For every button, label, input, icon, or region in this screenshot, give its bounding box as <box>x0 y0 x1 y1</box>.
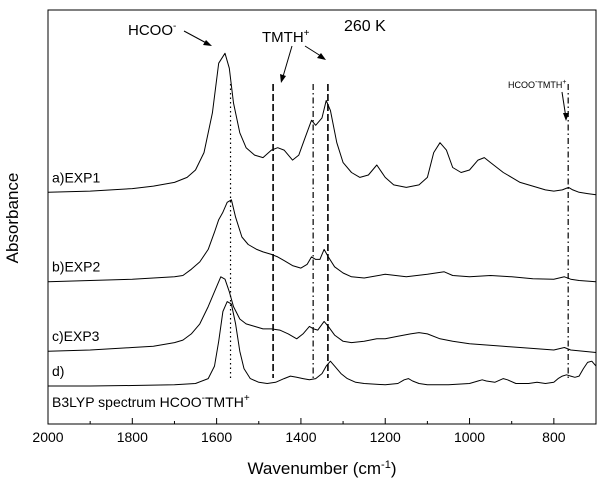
annotation-tmth-main: TMTH <box>262 29 304 46</box>
trace-labels: a)EXP1 b)EXP2 c)EXP3 d) <box>52 169 100 379</box>
trace-label-2: b)EXP2 <box>52 259 100 275</box>
annotation-complex-arrowhead <box>563 113 569 121</box>
annotation-hcoo-sup: - <box>173 21 176 32</box>
b3lyp-label: B3LYP spectrum HCOO-TMTH+ <box>52 393 250 410</box>
annotation-complex-main: HCOO <box>508 80 535 90</box>
x-tick-label: 1800 <box>117 429 148 445</box>
spectrum-line-3 <box>47 276 597 353</box>
b3lyp-label-sup1: - <box>202 393 205 404</box>
annotation-hcoo-main: HCOO <box>128 22 173 39</box>
vertical-guides <box>229 84 569 378</box>
x-axis-title-sup: -1 <box>381 459 391 471</box>
trace-label-3: c)EXP3 <box>52 328 100 344</box>
temperature-label: 260 K <box>344 18 386 35</box>
annotation-hcoo: HCOO- <box>128 21 212 46</box>
x-axis-title-end: ) <box>391 459 397 478</box>
spectrum-line-2 <box>47 199 597 283</box>
x-tick-label: 1600 <box>201 429 232 445</box>
x-tick-label: 1200 <box>370 429 401 445</box>
x-axis-title-main: Wavenumber (cm <box>248 459 382 478</box>
spectrum-line-4 <box>48 301 597 387</box>
trace-label-4: d) <box>52 363 64 379</box>
annotation-complex-sup1: - <box>535 79 538 86</box>
x-axis-title: Wavenumber (cm-1) <box>248 459 397 478</box>
annotation-tmth-arrow-left <box>281 45 293 81</box>
trace-label-1: a)EXP1 <box>52 169 100 185</box>
annotation-tmth-sup: + <box>304 28 310 39</box>
x-tick-label: 800 <box>542 429 566 445</box>
x-axis-ticks: 2000 1800 1600 1400 1200 1000 800 <box>32 418 597 445</box>
annotation-complex-sup2: + <box>562 79 566 86</box>
annotation-tmth-text: TMTH+ <box>262 28 310 46</box>
annotation-complex: HCOO-TMTH+ <box>508 79 569 121</box>
annotation-complex-mid: TMTH <box>537 80 562 90</box>
x-tick-label: 2000 <box>32 429 63 445</box>
spectrum-traces <box>47 52 597 387</box>
b3lyp-label-main: B3LYP spectrum HCOO <box>52 394 202 410</box>
annotation-tmth-arrowhead-right <box>317 53 326 60</box>
spectrum-line-1 <box>47 52 597 196</box>
annotation-tmth: TMTH+ <box>262 28 326 83</box>
annotation-hcoo-text: HCOO- <box>128 21 176 39</box>
plot-frame <box>47 9 597 425</box>
b3lyp-label-mid: TMTH <box>205 394 244 410</box>
x-tick-label: 1000 <box>454 429 485 445</box>
annotation-hcoo-arrowhead <box>203 40 212 46</box>
x-tick-label: 1400 <box>285 429 316 445</box>
y-axis-title: Absorbance <box>3 173 22 264</box>
annotation-tmth-arrowhead-left <box>280 74 286 83</box>
b3lyp-label-sup2: + <box>244 393 250 404</box>
annotation-complex-text: HCOO-TMTH+ <box>508 79 566 90</box>
